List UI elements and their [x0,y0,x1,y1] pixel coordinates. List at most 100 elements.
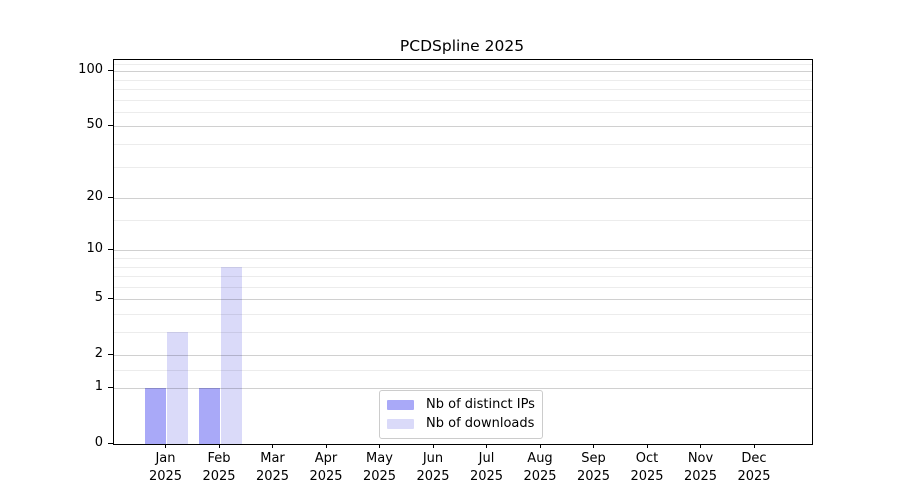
major-gridline [114,126,812,128]
x-tick-label-line: 2025 [630,468,664,484]
minor-gridline [114,79,812,81]
y-tick-label: 10 [86,241,103,257]
x-tick-label-line: May [366,451,393,466]
x-tick-mark [646,444,648,448]
chart-title: PCDSpline 2025 [399,37,525,55]
x-tick-label-line: Dec [741,451,767,466]
x-tick-label-line: 2025 [737,468,771,484]
x-tick-mark [218,444,220,448]
y-tick-mark [108,196,113,198]
x-tick-label-line: 2025 [148,468,183,484]
x-tick-label: Aug 2025 [505,450,575,485]
legend-item: Nb of downloads [387,416,542,432]
major-gridline [114,355,812,357]
x-tick-mark [325,444,327,448]
x-tick-label: Oct 2025 [612,450,682,485]
x-tick-label: Sep 2025 [559,450,629,485]
minor-gridline [114,220,812,222]
y-tick-label: 1 [94,379,103,394]
major-gridline [114,198,812,200]
minor-gridline [114,63,812,65]
y-tick-mark [108,386,113,388]
x-tick-label-line: Apr [314,451,338,466]
x-tick-label-line: Jan [155,451,176,466]
x-tick-label-line: Jul [478,451,495,466]
x-tick-label-line: 2025 [362,468,397,484]
minor-gridline [114,144,812,145]
minor-gridline [114,89,812,90]
x-tick-label-line: 2025 [523,468,557,484]
x-tick-mark [165,444,166,448]
minor-gridline [114,111,812,113]
legend: Nb of distinct IPs Nb of downloads [379,390,543,439]
y-tick-label: 100 [78,62,103,78]
major-gridline [114,71,812,73]
x-tick-label-line: 2025 [309,468,343,484]
x-tick-label: Jun 2025 [398,450,468,485]
major-gridline [114,250,812,252]
y-tick-mark [108,297,113,299]
x-tick-label: May 2025 [345,450,415,485]
y-tick-mark [108,69,113,71]
x-tick-label: Jan 2025 [131,450,201,485]
y-tick-label: 2 [94,346,103,362]
minor-gridline [114,166,812,168]
x-tick-label-line: Feb [207,451,231,466]
x-tick-mark [486,444,487,448]
x-tick-label-line: 2025 [255,468,290,484]
x-tick-mark [272,444,273,448]
major-gridline [114,299,812,301]
minor-gridline [114,286,812,288]
minor-gridline [114,276,812,278]
major-gridline [114,388,812,389]
minor-gridline [114,99,812,101]
plot-area [113,59,813,445]
minor-gridline [114,369,812,371]
minor-gridline [114,313,812,315]
x-tick-label-line: 2025 [416,468,450,484]
x-tick-mark [700,444,701,448]
x-tick-label-line: Oct [635,451,659,466]
legend-label: Nb of distinct IPs [426,397,535,412]
legend-swatch-downloads [387,419,414,429]
x-tick-mark [432,444,434,448]
x-tick-label-line: Mar [260,451,285,466]
y-tick-mark [108,442,113,444]
y-tick-label: 50 [86,117,103,133]
y-tick-mark [108,353,113,355]
bar-distinct-ips [145,388,166,444]
x-tick-mark [539,444,541,448]
x-tick-label: Nov 2025 [666,450,736,485]
legend-item: Nb of distinct IPs [387,397,542,413]
x-tick-label: Apr 2025 [291,450,361,485]
minor-gridline [114,332,812,333]
y-tick-label: 5 [94,290,103,306]
x-tick-label-line: 2025 [202,468,236,484]
bar-downloads [167,332,188,444]
x-tick-label: Mar 2025 [238,450,308,485]
legend-swatch-distinct-ips [387,400,414,410]
y-tick-mark [108,248,113,250]
x-tick-label-line: 2025 [576,468,611,484]
x-tick-mark [593,444,594,448]
x-tick-label-line: 2025 [469,468,504,484]
minor-gridline [114,266,812,268]
y-tick-mark [108,124,113,126]
x-tick-label: Jul 2025 [452,450,522,485]
x-tick-label-line: Sep [581,451,606,466]
x-tick-mark [753,444,755,448]
x-tick-label: Dec 2025 [719,450,789,485]
y-tick-label: 0 [94,435,103,450]
x-tick-label-line: Jun [422,451,444,466]
x-tick-label-line: 2025 [683,468,718,484]
bar-downloads [220,266,242,444]
x-tick-label: Feb 2025 [184,450,254,485]
bar-distinct-ips [198,388,220,444]
legend-label: Nb of downloads [426,416,535,431]
x-tick-label-line: Aug [527,451,553,466]
y-tick-label: 20 [86,189,103,205]
minor-gridline [114,257,812,259]
x-tick-label-line: Nov [687,451,714,466]
x-tick-mark [379,444,380,448]
